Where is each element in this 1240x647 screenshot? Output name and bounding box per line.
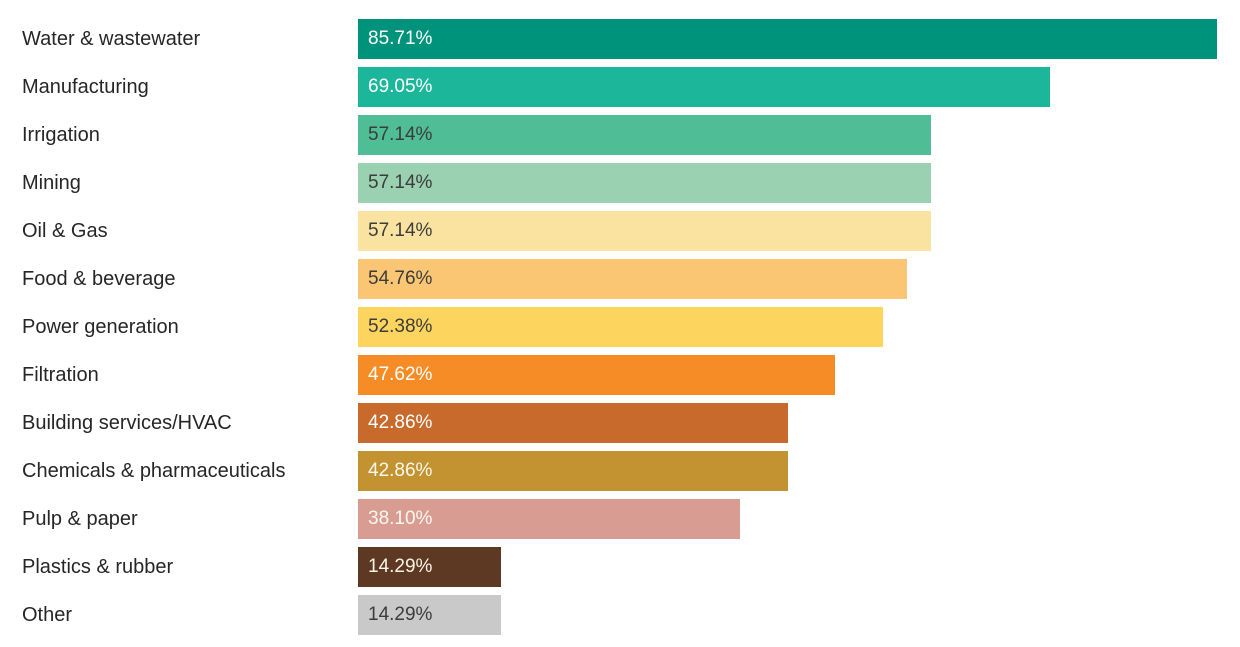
bar-area: 14.29% xyxy=(358,547,1240,587)
category-label: Chemicals & pharmaceuticals xyxy=(22,459,286,482)
value-label: 38.10% xyxy=(368,508,433,529)
value-label: 14.29% xyxy=(368,604,433,625)
bar-area: 57.14% xyxy=(358,163,1240,203)
bar-area: 38.10% xyxy=(358,499,1240,539)
bar: 57.14% xyxy=(358,163,931,203)
chart-row: Filtration 47.62% xyxy=(0,351,1240,399)
bar-area: 54.76% xyxy=(358,259,1240,299)
category-label: Food & beverage xyxy=(22,267,176,290)
category-label: Other xyxy=(22,603,73,626)
bar-area: 52.38% xyxy=(358,307,1240,347)
chart-row: Plastics & rubber 14.29% xyxy=(0,543,1240,591)
chart-row: Food & beverage 54.76% xyxy=(0,255,1240,303)
value-label: 69.05% xyxy=(368,76,433,97)
category-label: Mining xyxy=(22,171,81,194)
chart-row: Irrigation 57.14% xyxy=(0,111,1240,159)
value-label: 54.76% xyxy=(368,268,433,289)
bar: 38.10% xyxy=(358,499,740,539)
bar-area: 57.14% xyxy=(358,211,1240,251)
bar: 42.86% xyxy=(358,403,788,443)
value-label: 52.38% xyxy=(368,316,433,337)
bar: 42.86% xyxy=(358,451,788,491)
value-label: 42.86% xyxy=(368,460,433,481)
category-label: Filtration xyxy=(22,363,99,386)
value-label: 57.14% xyxy=(368,220,433,241)
bar: 54.76% xyxy=(358,259,907,299)
bar-area: 14.29% xyxy=(358,595,1240,635)
bar-area: 85.71% xyxy=(358,19,1240,59)
bar: 52.38% xyxy=(358,307,883,347)
value-label: 85.71% xyxy=(368,28,433,49)
bar: 69.05% xyxy=(358,67,1051,107)
value-label: 47.62% xyxy=(368,364,433,385)
bar-area: 47.62% xyxy=(358,355,1240,395)
category-label: Pulp & paper xyxy=(22,507,138,530)
chart-row: Manufacturing 69.05% xyxy=(0,63,1240,111)
chart-row: Mining 57.14% xyxy=(0,159,1240,207)
category-label: Irrigation xyxy=(22,123,100,146)
bar: 57.14% xyxy=(358,211,931,251)
bar-area: 69.05% xyxy=(358,67,1240,107)
chart-row: Chemicals & pharmaceuticals 42.86% xyxy=(0,447,1240,495)
bar-area: 42.86% xyxy=(358,451,1240,491)
value-label: 57.14% xyxy=(368,124,433,145)
bar: 47.62% xyxy=(358,355,836,395)
bar: 57.14% xyxy=(358,115,931,155)
value-label: 14.29% xyxy=(368,556,433,577)
bar: 14.29% xyxy=(358,595,502,635)
category-label: Plastics & rubber xyxy=(22,555,174,578)
bar: 85.71% xyxy=(358,19,1218,59)
category-label: Power generation xyxy=(22,315,179,338)
chart-row: Power generation 52.38% xyxy=(0,303,1240,351)
chart-row: Oil & Gas 57.14% xyxy=(0,207,1240,255)
category-label: Oil & Gas xyxy=(22,219,108,242)
chart-row: Building services/HVAC 42.86% xyxy=(0,399,1240,447)
chart-row: Pulp & paper 38.10% xyxy=(0,495,1240,543)
value-label: 42.86% xyxy=(368,412,433,433)
category-label: Water & wastewater xyxy=(22,27,201,50)
chart-row: Other 14.29% xyxy=(0,591,1240,639)
bar: 14.29% xyxy=(358,547,502,587)
category-label: Building services/HVAC xyxy=(22,411,232,434)
value-label: 57.14% xyxy=(368,172,433,193)
chart-row: Water & wastewater 85.71% xyxy=(0,15,1240,63)
bar-area: 42.86% xyxy=(358,403,1240,443)
bar-area: 57.14% xyxy=(358,115,1240,155)
category-label: Manufacturing xyxy=(22,75,149,98)
